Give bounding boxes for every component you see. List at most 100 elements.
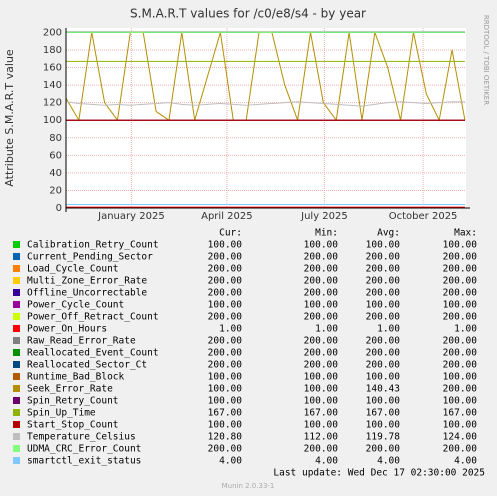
legend-stat: 200.00 xyxy=(304,312,339,323)
chart-title: S.M.A.R.T values for /c0/e8/s4 - by year xyxy=(130,7,366,21)
legend-stat: 200.00 xyxy=(304,252,339,263)
legend-stat: 100.00 xyxy=(304,372,339,383)
legend-stat: 167.00 xyxy=(208,408,243,419)
legend-swatch xyxy=(13,385,20,392)
legend-stat: 100.00 xyxy=(208,384,243,395)
legend-stat: 167.00 xyxy=(443,408,478,419)
legend-swatch xyxy=(13,253,20,260)
legend-label: Runtime_Bad_Block xyxy=(27,372,125,383)
legend-stat: 200.00 xyxy=(304,336,339,347)
legend-stat: 200.00 xyxy=(443,336,478,347)
legend-stat: 200.00 xyxy=(208,348,243,359)
legend-swatch xyxy=(13,325,20,332)
legend-swatch xyxy=(13,409,20,416)
legend-label: Start_Stop_Count xyxy=(27,420,119,431)
legend-stat: 100.00 xyxy=(208,396,243,407)
legend-header: Cur: xyxy=(219,228,242,239)
legend-stat: 100.00 xyxy=(208,372,243,383)
legend-stat: 100.00 xyxy=(366,420,401,431)
legend-stat: 200.00 xyxy=(208,276,243,287)
legend-stat: 167.00 xyxy=(304,408,339,419)
legend-stat: 200.00 xyxy=(366,360,401,371)
legend-stat: 200.00 xyxy=(366,348,401,359)
legend-stat: 200.00 xyxy=(208,336,243,347)
legend-stat: 100.00 xyxy=(443,372,478,383)
legend-swatch xyxy=(13,445,20,452)
legend-stat: 200.00 xyxy=(304,276,339,287)
legend-stat: 140.43 xyxy=(366,384,400,395)
legend-swatch xyxy=(13,349,20,356)
y-tick-label: 200 xyxy=(43,27,62,38)
legend-stat: 1.00 xyxy=(219,324,242,335)
legend-stat: 124.00 xyxy=(443,432,478,443)
legend-stat: 4.00 xyxy=(454,456,477,467)
legend-stat: 200.00 xyxy=(443,348,478,359)
x-tick-label: July 2025 xyxy=(300,211,348,222)
legend-swatch xyxy=(13,373,20,380)
legend-stat: 200.00 xyxy=(443,288,478,299)
legend-stat: 100.00 xyxy=(208,240,243,251)
legend-stat: 200.00 xyxy=(208,264,243,275)
legend-stat: 1.00 xyxy=(377,324,400,335)
legend-stat: 100.00 xyxy=(366,396,401,407)
legend-stat: 200.00 xyxy=(443,264,478,275)
legend-label: Raw_Read_Error_Rate xyxy=(27,336,136,347)
legend-stat: 100.00 xyxy=(208,300,243,311)
legend-swatch xyxy=(13,301,20,308)
legend-stat: 200.00 xyxy=(208,288,243,299)
legend-swatch xyxy=(13,241,20,248)
legend-swatch xyxy=(13,433,20,440)
footer: Munin 2.0.33-1 xyxy=(222,482,275,490)
legend-stat: 4.00 xyxy=(219,456,242,467)
legend-label: Power_Cycle_Count xyxy=(27,300,124,311)
legend-header: Max: xyxy=(454,228,477,239)
y-tick-label: 40 xyxy=(49,168,62,179)
legend-stat: 200.00 xyxy=(366,288,401,299)
legend-label: Temperature_Celsius xyxy=(27,432,136,443)
legend-swatch xyxy=(13,265,20,272)
legend-stat: 100.00 xyxy=(443,240,478,251)
lines xyxy=(65,31,466,208)
y-axis-label: Attribute S.M.A.R.T value xyxy=(3,49,16,187)
legend-label: Seek_Error_Rate xyxy=(27,384,113,395)
legend-stat: 100.00 xyxy=(304,384,339,395)
y-tick-label: 60 xyxy=(49,150,62,161)
x-tick-label: April 2025 xyxy=(201,211,252,222)
legend-stat: 100.00 xyxy=(366,240,401,251)
legend-label: Spin_Up_Time xyxy=(27,408,96,419)
legend-stat: 200.00 xyxy=(366,444,401,455)
legend-stat: 120.80 xyxy=(208,432,243,443)
legend-stat: 200.00 xyxy=(304,360,339,371)
legend-label: Power_On_Hours xyxy=(27,324,107,335)
legend-header: Min: xyxy=(315,228,338,239)
legend-stat: 4.00 xyxy=(315,456,338,467)
legend-stat: 167.00 xyxy=(366,408,401,419)
legend-label: Reallocated_Sector_Ct xyxy=(27,360,147,371)
x-tick-label: January 2025 xyxy=(97,211,165,222)
y-tick-label: 140 xyxy=(43,80,62,91)
legend-stat: 200.00 xyxy=(208,444,243,455)
y-tick-label: 0 xyxy=(56,203,62,214)
y-tick-label: 120 xyxy=(43,98,62,109)
last-update: Last update: Wed Dec 17 02:30:00 2025 xyxy=(273,468,485,479)
legend-label: Multi_Zone_Error_Rate xyxy=(27,276,147,287)
legend-stat: 200.00 xyxy=(366,252,401,263)
legend-stat: 100.00 xyxy=(443,420,478,431)
legend-stat: 100.00 xyxy=(304,396,339,407)
legend-label: Spin_Retry_Count xyxy=(27,396,119,407)
legend-stat: 100.00 xyxy=(443,396,478,407)
side-label: RRDTOOL / TOBI OETIKER xyxy=(482,15,490,105)
y-tick-label: 20 xyxy=(49,185,62,196)
legend-stat: 100.00 xyxy=(304,240,339,251)
legend-stat: 4.00 xyxy=(377,456,400,467)
legend-swatch xyxy=(13,337,20,344)
legend-stat: 200.00 xyxy=(304,444,339,455)
legend-stat: 1.00 xyxy=(315,324,338,335)
legend-stat: 200.00 xyxy=(366,264,401,275)
legend-label: Calibration_Retry_Count xyxy=(27,240,159,251)
legend-stat: 200.00 xyxy=(304,264,339,275)
y-tick-label: 160 xyxy=(43,63,62,74)
legend-label: Load_Cycle_Count xyxy=(27,264,119,275)
legend-swatch xyxy=(13,397,20,404)
